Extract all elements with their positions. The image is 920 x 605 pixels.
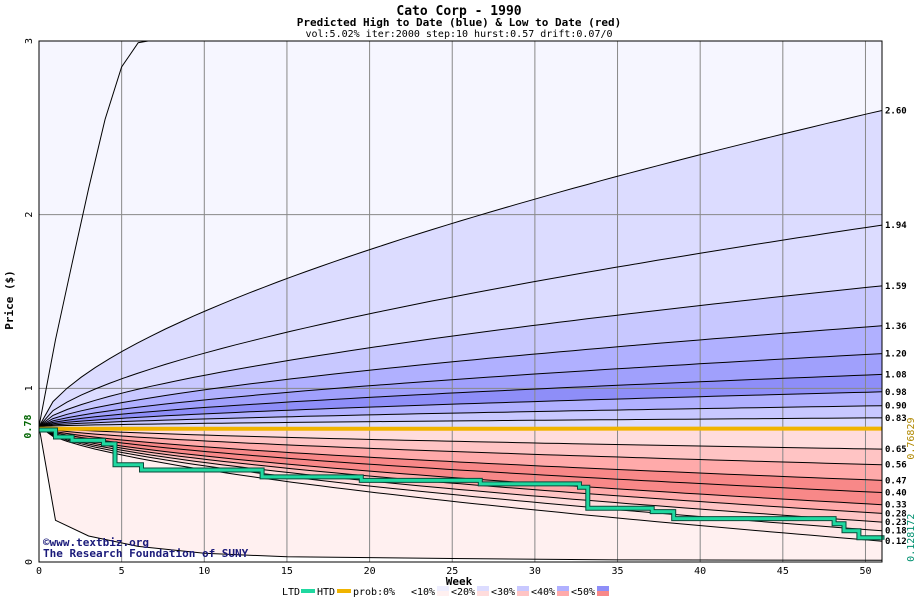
x-tick-label: 35 bbox=[612, 566, 624, 577]
low-quantile-end-label: 0.56 bbox=[885, 461, 907, 471]
x-tick-label: 50 bbox=[859, 566, 871, 577]
current-low-label: 0.128172 bbox=[906, 514, 917, 562]
legend-htd-swatch bbox=[337, 589, 351, 593]
legend-prob-swatch-low bbox=[477, 591, 489, 596]
legend-prob-swatch-high bbox=[597, 586, 609, 591]
x-tick-label: 0 bbox=[36, 566, 42, 577]
legend-prob-swatch-high bbox=[397, 586, 409, 591]
x-tick-label: 45 bbox=[777, 566, 789, 577]
legend-prob-swatch-low bbox=[557, 591, 569, 596]
low-quantile-end-label: 0.40 bbox=[885, 489, 907, 499]
low-quantile-end-label: 0.12 bbox=[885, 537, 907, 547]
legend-prob-label: prob: bbox=[353, 587, 383, 598]
y-axis-label: Price ($) bbox=[3, 270, 16, 330]
x-tick-label: 30 bbox=[529, 566, 541, 577]
y-tick-label: 0 bbox=[24, 559, 35, 565]
high-quantile-end-label: 0.83 bbox=[885, 414, 907, 424]
legend-prob-item: <20% bbox=[451, 587, 475, 598]
legend-prob-swatch-low bbox=[597, 591, 609, 596]
high-quantile-end-label: 2.60 bbox=[885, 106, 907, 116]
low-quantile-end-label: 0.65 bbox=[885, 445, 907, 455]
x-tick-label: 10 bbox=[198, 566, 210, 577]
chart-subtitle: Predicted High to Date (blue) & Low to D… bbox=[297, 16, 622, 29]
high-quantile-end-label: 1.08 bbox=[885, 370, 907, 380]
high-quantile-end-label: 0.90 bbox=[885, 402, 907, 412]
high-quantile-end-label: 0.98 bbox=[885, 388, 907, 398]
high-quantile-end-label: 1.36 bbox=[885, 322, 907, 332]
high-quantile-end-label: 1.20 bbox=[885, 350, 907, 360]
x-tick-label: 5 bbox=[119, 566, 125, 577]
end-labels: 2.60 1.94 1.59 1.36 1.20 1.08 0.98 0.90 0.83 0.65… bbox=[885, 106, 917, 561]
legend-prob-item: <30% bbox=[491, 587, 515, 598]
legend-prob-swatch-low bbox=[397, 591, 409, 596]
high-quantile-end-label: 1.94 bbox=[885, 221, 907, 231]
low-quantile-end-label: 0.18 bbox=[885, 527, 907, 537]
y-tick-label: 1 bbox=[24, 385, 35, 391]
legend-prob-swatch-low bbox=[517, 591, 529, 596]
start-price-label: 0.78 bbox=[23, 414, 34, 438]
legend: LTD HTD prob:0% <10% <20% <30% <40% <50% bbox=[282, 586, 609, 598]
x-tick-label: 20 bbox=[364, 566, 376, 577]
high-quantile-end-label: 1.59 bbox=[885, 282, 907, 292]
legend-ltd-swatch bbox=[301, 589, 315, 593]
legend-prob-item: <40% bbox=[531, 587, 555, 598]
x-tick-label: 40 bbox=[694, 566, 706, 577]
watermark-line2: The Research Foundation of SUNY bbox=[43, 547, 249, 560]
y-tick-label: 2 bbox=[24, 212, 35, 218]
legend-prob-item: <10% bbox=[411, 587, 435, 598]
y-tick-label: 3 bbox=[24, 38, 35, 44]
legend-prob-swatch-high bbox=[517, 586, 529, 591]
legend-prob-swatch-low bbox=[437, 591, 449, 596]
chart-params: vol:5.02% iter:2000 step:10 hurst:0.57 d… bbox=[305, 29, 612, 40]
legend-ltd-label: LTD bbox=[282, 587, 300, 598]
legend-prob-swatch-high bbox=[557, 586, 569, 591]
x-tick-label: 15 bbox=[281, 566, 293, 577]
legend-prob-swatch-high bbox=[477, 586, 489, 591]
legend-prob-item: 0% bbox=[383, 587, 395, 598]
legend-prob-swatch-high bbox=[437, 586, 449, 591]
legend-htd-label: HTD bbox=[317, 587, 335, 598]
low-quantile-end-label: 0.47 bbox=[885, 476, 907, 486]
current-high-label: 0.76829 bbox=[906, 417, 917, 459]
legend-prob-item: <50% bbox=[571, 587, 595, 598]
